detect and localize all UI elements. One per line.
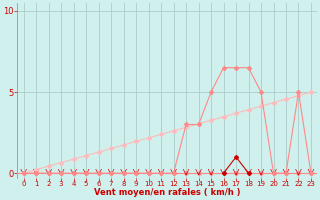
X-axis label: Vent moyen/en rafales ( km/h ): Vent moyen/en rafales ( km/h ) <box>94 188 241 197</box>
